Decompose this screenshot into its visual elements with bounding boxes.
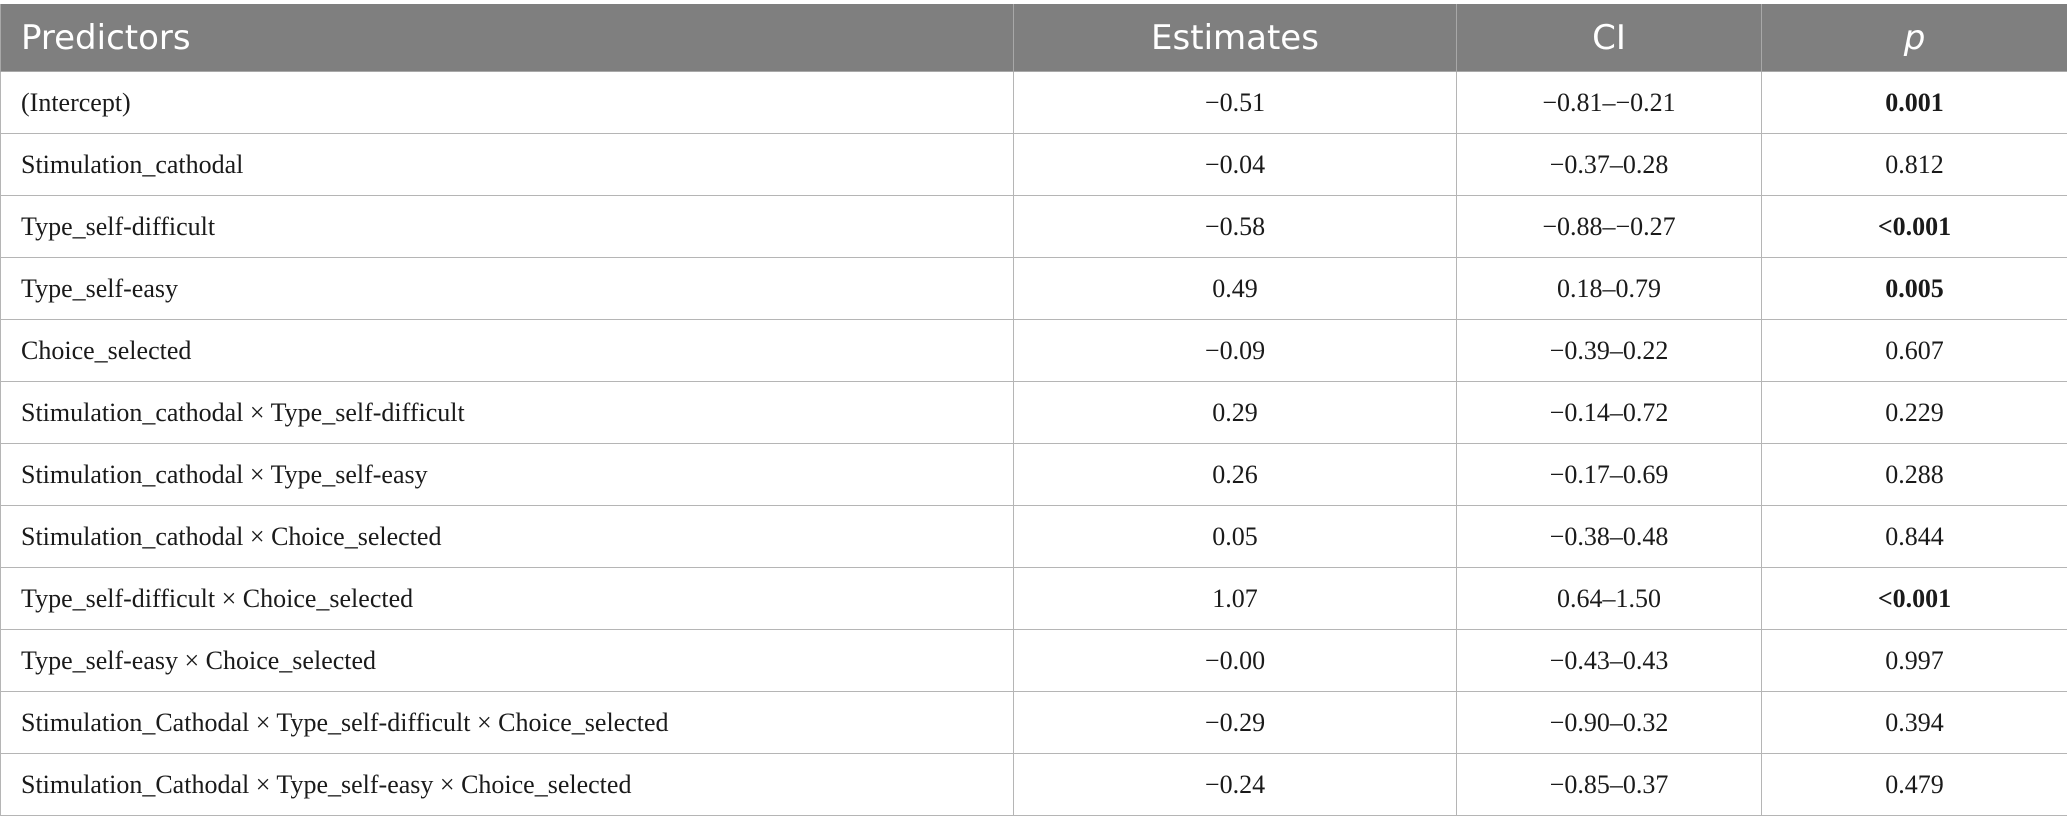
cell-ci: −0.17–0.69 [1456,443,1762,506]
cell-predictor: (Intercept) [0,71,1014,134]
cell-estimate: 1.07 [1013,567,1457,630]
cell-p-value: <0.001 [1761,195,2067,258]
cell-ci: −0.37–0.28 [1456,133,1762,196]
regression-table: Predictors Estimates CI p (Intercept) −0.… [0,4,2067,816]
cell-ci: 0.64–1.50 [1456,567,1762,630]
cell-p-value: 0.607 [1761,319,2067,382]
cell-ci: −0.88–−0.27 [1456,195,1762,258]
table-row: Choice_selected −0.09 −0.39–0.22 0.607 [0,319,2067,382]
cell-estimate: −0.00 [1013,629,1457,692]
cell-p-value: 0.844 [1761,505,2067,568]
cell-estimate: −0.09 [1013,319,1457,382]
cell-p-value: <0.001 [1761,567,2067,630]
header-predictors: Predictors [0,4,1014,72]
table-row: Stimulation_cathodal × Type_self-easy 0.2… [0,443,2067,506]
table-row: Type_self-easy × Choice_selected −0.00 −0.… [0,629,2067,692]
cell-estimate: 0.05 [1013,505,1457,568]
cell-ci: 0.18–0.79 [1456,257,1762,320]
cell-ci: −0.81–−0.21 [1456,71,1762,134]
table-row: Type_self-difficult × Choice_selected 1.0… [0,567,2067,630]
cell-estimate: 0.26 [1013,443,1457,506]
table-row: Stimulation_cathodal × Choice_selected 0.… [0,505,2067,568]
table-row: Stimulation_Cathodal × Type_self-difficu… [0,691,2067,754]
cell-ci: −0.14–0.72 [1456,381,1762,444]
cell-p-value: 0.001 [1761,71,2067,134]
table-row: Stimulation_cathodal −0.04 −0.37–0.28 0.812 [0,133,2067,196]
cell-estimate: −0.58 [1013,195,1457,258]
table-header-row: Predictors Estimates CI p [0,4,2067,72]
cell-predictor: Stimulation_cathodal [0,133,1014,196]
cell-estimate: −0.04 [1013,133,1457,196]
header-ci: CI [1456,4,1762,72]
cell-p-value: 0.812 [1761,133,2067,196]
cell-ci: −0.90–0.32 [1456,691,1762,754]
table-row: Type_self-easy 0.49 0.18–0.79 0.005 [0,257,2067,320]
table-row: Stimulation_Cathodal × Type_self-easy × … [0,753,2067,816]
cell-predictor: Type_self-easy [0,257,1014,320]
cell-p-value: 0.997 [1761,629,2067,692]
cell-estimate: 0.49 [1013,257,1457,320]
cell-estimate: −0.29 [1013,691,1457,754]
cell-predictor: Type_self-easy × Choice_selected [0,629,1014,692]
cell-ci: −0.38–0.48 [1456,505,1762,568]
regression-table-container: Predictors Estimates CI p (Intercept) −0.… [0,4,2067,816]
cell-predictor: Type_self-difficult × Choice_selected [0,567,1014,630]
cell-p-value: 0.229 [1761,381,2067,444]
cell-predictor: Stimulation_cathodal × Type_self-difficu… [0,381,1014,444]
cell-ci: −0.85–0.37 [1456,753,1762,816]
cell-predictor: Stimulation_Cathodal × Type_self-easy × … [0,753,1014,816]
cell-estimate: −0.24 [1013,753,1457,816]
header-p: p [1761,4,2067,72]
cell-p-value: 0.005 [1761,257,2067,320]
cell-estimate: 0.29 [1013,381,1457,444]
table-row: Type_self-difficult −0.58 −0.88–−0.27 <0.00… [0,195,2067,258]
table-row: Stimulation_cathodal × Type_self-difficu… [0,381,2067,444]
cell-p-value: 0.394 [1761,691,2067,754]
cell-p-value: 0.479 [1761,753,2067,816]
cell-p-value: 0.288 [1761,443,2067,506]
header-estimates: Estimates [1013,4,1457,72]
cell-predictor: Choice_selected [0,319,1014,382]
table-row: (Intercept) −0.51 −0.81–−0.21 0.001 [0,71,2067,134]
cell-predictor: Stimulation_Cathodal × Type_self-difficu… [0,691,1014,754]
cell-predictor: Stimulation_cathodal × Type_self-easy [0,443,1014,506]
cell-predictor: Stimulation_cathodal × Choice_selected [0,505,1014,568]
cell-ci: −0.39–0.22 [1456,319,1762,382]
cell-predictor: Type_self-difficult [0,195,1014,258]
cell-ci: −0.43–0.43 [1456,629,1762,692]
table-body: (Intercept) −0.51 −0.81–−0.21 0.001 Stimulat… [0,71,2067,816]
cell-estimate: −0.51 [1013,71,1457,134]
